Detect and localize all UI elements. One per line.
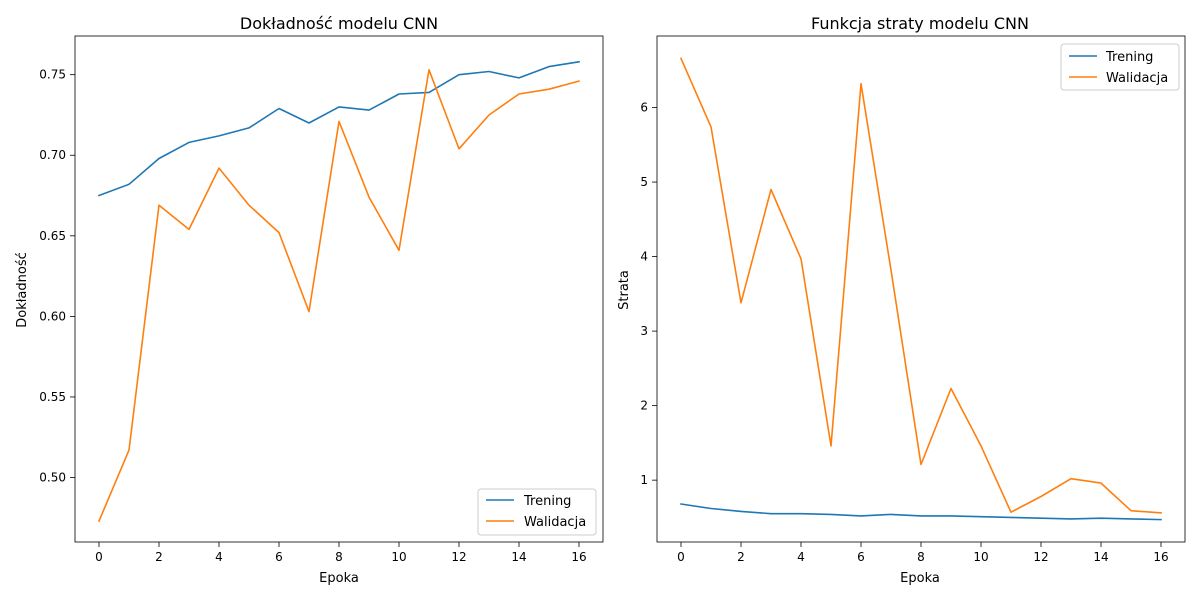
accuracy-x-tick-label: 10 — [391, 550, 406, 564]
loss-panel: Funkcja straty modelu CNN 0 2 4 6 8 10 12 14 161… — [617, 14, 1186, 586]
loss-y-tick-label: 5 — [640, 175, 648, 189]
loss-y-tick-label: 1 — [640, 473, 648, 487]
accuracy-x-tick-label: 12 — [451, 550, 466, 564]
accuracy-series-walidacja-line — [97, 69, 580, 523]
accuracy-y-tick-label: 0.50 — [39, 471, 66, 485]
loss-x-tick-label: 2 — [737, 550, 745, 564]
loss-legend-label-1: Walidacja — [1106, 71, 1168, 86]
accuracy-y-tick-label: 0.70 — [39, 148, 66, 162]
loss-series-walidacja-line — [679, 57, 1162, 514]
accuracy-y-tick-label: 0.65 — [39, 229, 66, 243]
loss-x-tick-label: 16 — [1153, 550, 1168, 564]
loss-x-tick-label: 12 — [1033, 550, 1048, 564]
accuracy-axes-frame — [74, 35, 604, 543]
accuracy-x-tick-label: 0 — [95, 550, 103, 564]
loss-legend-label-0: Trening — [1105, 50, 1153, 65]
accuracy-series-trening-line — [97, 60, 580, 197]
accuracy-title: Dokładność modelu CNN — [240, 14, 438, 33]
loss-x-tick-label: 0 — [677, 550, 685, 564]
loss-y-tick-label: 2 — [640, 399, 648, 413]
accuracy-y-tick-label: 0.55 — [39, 390, 66, 404]
loss-x-tick-label: 6 — [857, 550, 865, 564]
accuracy-x-tick-label: 14 — [511, 550, 526, 564]
loss-y-tick-label: 6 — [640, 101, 648, 115]
accuracy-x-tick-label: 16 — [571, 550, 586, 564]
loss-x-tick-label: 4 — [797, 550, 805, 564]
accuracy-legend-label-1: Walidacja — [524, 515, 586, 530]
accuracy-y-tick-label: 0.75 — [39, 68, 66, 82]
loss-series-trening-line — [680, 503, 1162, 521]
accuracy-x-tick-label: 6 — [275, 550, 283, 564]
accuracy-plot-area: 0 2 4 6 8 10 12 14 16 0.50 0.55 0.60 0.65 0.70 0.75 — [39, 35, 604, 564]
loss-y-label: Strata — [617, 270, 632, 310]
accuracy-y-label: Dokładność — [15, 252, 30, 328]
loss-axes-frame — [656, 35, 1186, 543]
loss-x-tick-label: 10 — [973, 550, 988, 564]
accuracy-x-tick-label: 8 — [335, 550, 343, 564]
accuracy-legend-label-0: Trening — [523, 494, 571, 509]
accuracy-y-tick-label: 0.60 — [39, 309, 66, 323]
accuracy-x-label: Epoka — [319, 571, 359, 586]
accuracy-panel: Dokładność modelu CNN 0 2 4 6 8 10 12 14 160.500… — [15, 14, 604, 586]
accuracy-x-tick-label: 2 — [155, 550, 163, 564]
loss-x-tick-label: 8 — [917, 550, 925, 564]
loss-title: Funkcja straty modelu CNN — [811, 14, 1029, 33]
loss-legend: Trening Walidacja — [1060, 43, 1180, 91]
loss-y-tick-label: 4 — [640, 250, 648, 264]
loss-x-tick-label: 14 — [1093, 550, 1108, 564]
accuracy-legend: Trening Walidacja — [477, 488, 597, 536]
loss-x-label: Epoka — [900, 571, 940, 586]
accuracy-x-tick-label: 4 — [215, 550, 223, 564]
loss-y-tick-label: 3 — [640, 324, 648, 338]
